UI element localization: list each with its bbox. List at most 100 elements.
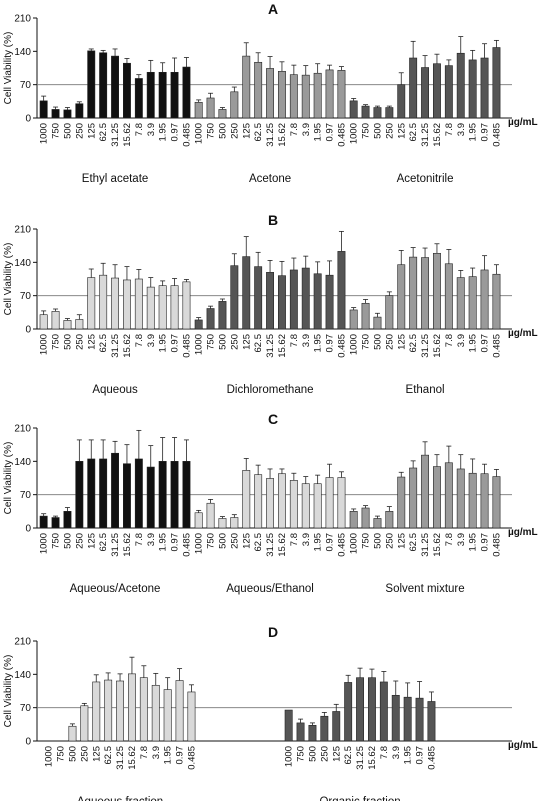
bar [367,677,376,742]
x-tick-label: 7.8 [444,533,455,546]
bar [134,278,143,330]
bar [325,477,334,529]
group-label: Solvent mixture [385,583,464,595]
x-tick-label: 500 [62,123,73,139]
x-tick-label: 3.9 [146,334,157,347]
x-tick-label: 62.5 [253,533,264,552]
x-tick-label: 750 [206,533,217,549]
bar [158,461,167,529]
x-tick-label: 31.25 [265,533,276,557]
bar [218,109,227,119]
x-tick-label: 125 [331,746,342,762]
group-label: Aqueous/Ethanol [226,583,314,595]
group-label: Dichloromethane [227,384,314,396]
bar [194,319,203,330]
bar [266,272,274,330]
y-axis-label: Cell Viability (%) [3,32,14,105]
x-tick-label: 0.97 [325,533,336,552]
bar [301,74,310,119]
bar [230,517,239,529]
x-tick-label: 0.485 [336,533,347,557]
group-label: Acetone [249,173,291,185]
x-tick-label: 7.8 [289,533,300,546]
x-tick-label: 250 [229,533,240,549]
bar [175,680,184,742]
y-tick-label: 70 [20,490,32,501]
x-tick-label: 1.95 [468,334,479,353]
bar [361,507,370,529]
bar [87,277,96,330]
x-tick-label: 125 [396,334,407,350]
group-label: Aqueous [92,384,138,396]
bar [266,68,274,119]
x-tick-label: 1.95 [158,334,169,353]
x-tick-label: 62.5 [103,746,114,765]
unit-label: µg/mL [508,527,538,538]
bar [277,473,286,529]
bar [397,264,406,330]
unit-label: µg/mL [508,328,538,339]
x-tick-label: 1.95 [158,123,169,142]
x-tick-label: 0.485 [186,746,197,770]
series-organic-fraction: 1000 750 500 250 125 62.5 31.25 15.62 7.8 3.9 1.95… [284,667,437,801]
x-tick-label: 3.9 [151,746,162,759]
bar [80,705,89,742]
bar [254,474,263,529]
bar [194,101,203,119]
bar [480,57,489,119]
bar [415,697,424,742]
x-tick-label: 250 [74,334,85,350]
bar [39,314,48,330]
x-tick-label: 750 [51,123,62,139]
bar [63,320,72,330]
bar [373,518,382,529]
x-tick-label: 250 [74,123,85,139]
bar [320,715,329,742]
x-tick-label: 1000 [194,123,205,144]
x-tick-label: 1.95 [403,746,414,765]
x-tick-label: 750 [361,123,372,139]
x-tick-label: 7.8 [134,533,145,546]
x-tick-label: 125 [241,123,252,139]
x-tick-label: 1000 [39,334,50,355]
bar [134,78,143,119]
x-tick-label: 31.25 [420,334,431,358]
bar [385,511,394,529]
bar [206,502,215,529]
x-tick-label: 1000 [349,334,360,355]
x-tick-label: 0.97 [480,334,491,353]
x-tick-label: 1.95 [163,746,174,765]
bar [289,74,298,119]
bar [92,681,101,742]
bar [349,511,358,529]
bar [349,309,358,330]
x-tick-label: 3.9 [301,533,312,546]
x-tick-label: 125 [396,123,407,139]
x-tick-label: 3.9 [146,533,157,546]
y-tick-label: 210 [14,225,31,236]
x-tick-label: 250 [229,334,240,350]
bar [170,71,179,119]
x-tick-label: 1.95 [468,123,479,142]
x-tick-label: 0.97 [415,746,426,765]
y-tick-label: 210 [14,14,31,25]
group-label: Ethyl acetate [82,173,148,185]
y-tick-label: 0 [25,737,31,748]
bar [230,91,239,119]
series-ethyl-acetate: 1000 750 500 250 125 62.5 31.25 15.62 7.8 3.9 1.95… [39,48,192,185]
bar [432,466,441,529]
x-tick-label: 15.62 [432,533,443,557]
x-tick-label: 3.9 [301,123,312,136]
x-tick-label: 7.8 [134,123,145,136]
x-tick-label: 7.8 [289,123,300,136]
x-tick-label: 125 [86,533,97,549]
x-tick-label: 500 [62,334,73,350]
bar [75,103,84,119]
bar [163,689,172,742]
bar [444,263,453,330]
bar [254,61,263,119]
x-tick-label: 3.9 [456,123,467,136]
bar [99,52,108,119]
bar [349,100,358,119]
